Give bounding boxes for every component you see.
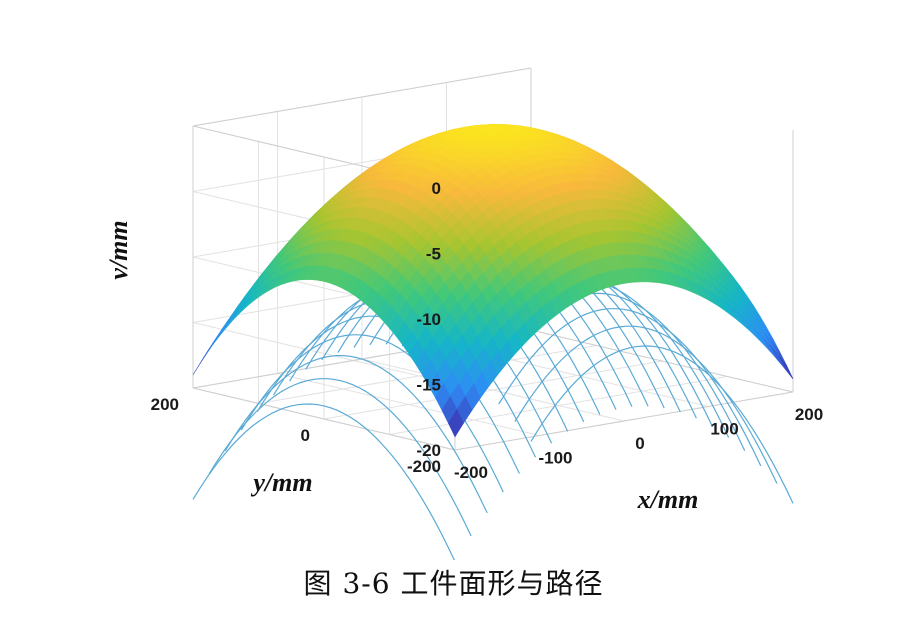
- z-tick-label: -15: [416, 376, 441, 395]
- x-tick-label: 100: [710, 420, 738, 439]
- figure-caption: 图 3-6 工件面形与路径: [303, 567, 604, 600]
- surface-patch: [777, 354, 794, 380]
- tool-path-line: [208, 378, 472, 537]
- y-tick-label: -200: [407, 457, 441, 476]
- axis-labels: v/mm y/mm x/mm: [104, 220, 698, 514]
- surface: [192, 124, 794, 438]
- tool-path-line: [514, 325, 778, 484]
- z-tick-label: 0: [432, 179, 441, 198]
- y-tick-label: 0: [301, 426, 310, 445]
- tool-path-line: [530, 345, 794, 504]
- axis-box-edge: [530, 329, 794, 393]
- grid-line: [323, 360, 663, 420]
- z-tick-label: -20: [416, 441, 441, 460]
- x-tick-label: -200: [454, 463, 488, 482]
- x-axis-label: x/mm: [637, 485, 699, 514]
- axis-box-edge: [192, 387, 456, 451]
- x-tick-label: 0: [635, 434, 644, 453]
- grid-line: [389, 376, 728, 435]
- y-axis-label: y/mm: [250, 468, 312, 497]
- x-tick-label: -100: [538, 449, 572, 468]
- tool-path-line: [224, 355, 488, 514]
- z-tick-label: -10: [416, 310, 441, 329]
- axis-box-edge: [454, 391, 794, 451]
- axis-box-edge: [192, 67, 532, 127]
- tool-path-line: [498, 308, 762, 467]
- z-axis-label: v/mm: [104, 220, 133, 279]
- tool-path-line: [192, 403, 455, 560]
- x-tick-label: 200: [795, 405, 823, 424]
- y-tick-label: 200: [151, 395, 179, 414]
- z-tick-label: -5: [426, 245, 441, 264]
- surface-patch: [448, 408, 464, 438]
